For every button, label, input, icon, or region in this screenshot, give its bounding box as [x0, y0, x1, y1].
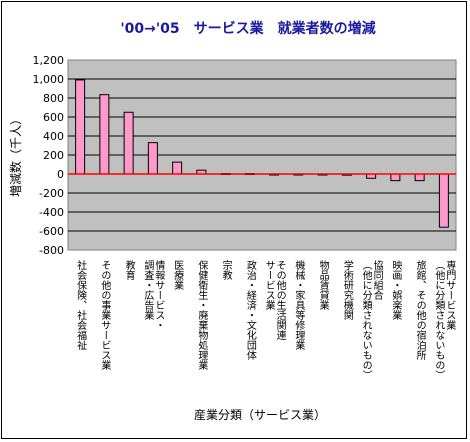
x-axis-label: 産業分類（サービス業）	[194, 407, 326, 422]
bar	[438, 173, 449, 228]
category-label: 情報サービス・	[153, 259, 165, 330]
y-tick-label: -200	[39, 187, 64, 200]
bar	[99, 94, 110, 175]
category-label: 保健衛生・廃棄物処理業	[196, 259, 208, 371]
category-label: 社会保険、社会福祉	[75, 259, 87, 350]
category-label: （他に分類されないもの）	[433, 260, 445, 380]
category-label: 物品賃貸業	[317, 259, 329, 311]
bar	[147, 142, 158, 175]
bar	[75, 79, 86, 175]
y-tick-label: 800	[43, 92, 64, 105]
y-tick-label: 600	[43, 111, 64, 124]
category-label: 旅館、その他の宿泊所	[414, 259, 426, 361]
y-tick-label: 1,000	[33, 73, 65, 86]
category-label: サービス業	[263, 260, 275, 311]
category-label: その他の事業サービス業	[99, 260, 111, 371]
y-axis-label: 増減数（千人）	[8, 113, 23, 197]
category-label: その他の生活関連	[274, 260, 286, 341]
bars	[75, 79, 449, 228]
y-tick-label: -400	[39, 206, 64, 219]
category-labels: 社会保険、社会福祉 その他の事業サービス業 教育 調査・広告業 情報サービス・ 医療業 保健…	[75, 259, 456, 380]
y-tick-label: 200	[43, 149, 64, 162]
category-label: 政治・経済・文化団体	[244, 259, 256, 361]
bar	[123, 111, 134, 175]
category-label: 専門サービス業	[444, 260, 456, 331]
bar	[172, 161, 183, 175]
category-label: 映画・娯楽業	[390, 260, 402, 321]
category-label: 宗教	[220, 259, 232, 281]
y-tick-label: 1,200	[33, 54, 65, 67]
category-label: 調査・広告業	[142, 259, 154, 321]
category-label: 医療業	[172, 260, 184, 291]
y-tick-label: 0	[57, 168, 64, 181]
category-label: 協同組合	[371, 259, 383, 301]
y-axis-ticks: 1,200 1,000 800 600 400 200 0 -200 -400 -600 -800	[33, 54, 65, 257]
bar	[414, 173, 425, 182]
y-tick-label: -600	[39, 225, 64, 238]
category-label: 教育	[123, 259, 135, 281]
y-tick-label: -800	[39, 244, 64, 257]
bar	[390, 173, 401, 182]
category-label: 機械・家具等修理業	[293, 259, 305, 351]
category-label: 学術研究機関	[341, 259, 353, 321]
y-tick-label: 400	[43, 130, 64, 143]
chart-title: '00→'05 サービス業 就業者数の増減	[120, 20, 375, 37]
category-label: （他に分類されないもの）	[360, 260, 372, 380]
